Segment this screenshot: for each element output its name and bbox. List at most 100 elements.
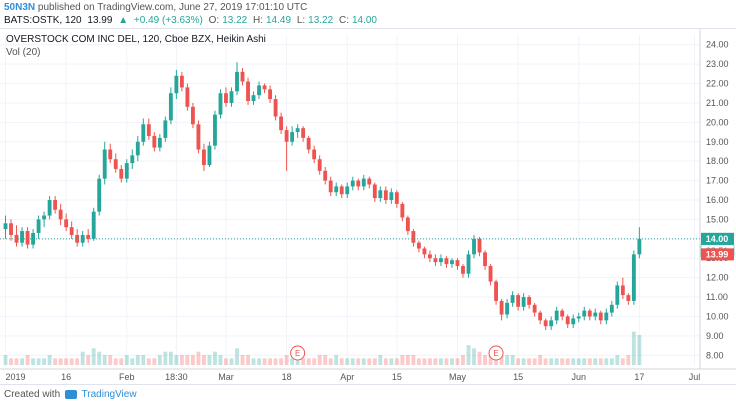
volume-bar	[69, 358, 74, 365]
candle-body	[532, 304, 537, 313]
candle-body	[439, 258, 443, 263]
price-axis[interactable]: 24.00 23.00 22.00 21.00 20.00 19.00 18.00 17.00…	[699, 29, 735, 369]
volume-bar	[323, 355, 328, 365]
high-label: H:	[253, 15, 263, 26]
candle-body	[372, 184, 377, 199]
high-value: 14.49	[266, 15, 292, 26]
candle-body	[207, 145, 212, 166]
volume-bar	[202, 355, 206, 365]
volume-bar	[97, 351, 102, 365]
created-with-text: Created with	[4, 389, 61, 400]
y-tick-label: 11.00	[706, 292, 728, 302]
volume-bar	[58, 358, 63, 365]
close-label: C:	[338, 15, 349, 26]
candle-body	[510, 295, 515, 303]
candle-body	[91, 211, 96, 239]
volume-bar	[439, 358, 443, 365]
candle-body	[251, 95, 256, 101]
current-price-label: 14.00	[706, 234, 729, 244]
candle-body	[262, 85, 267, 90]
candle-body	[494, 281, 498, 301]
time-axis[interactable]: 2019 16 Feb 18:30 Mar 18 Apr 15 May 15 Jun 17 Jul	[0, 368, 736, 382]
candle-body	[229, 91, 234, 103]
volume-bar	[631, 331, 636, 365]
y-tick-label: 19.00	[706, 137, 729, 147]
x-tick-label: 15	[513, 372, 523, 382]
volume-bar	[113, 358, 118, 365]
volume-bar	[91, 348, 96, 365]
symbol-label[interactable]: BATS:OSTK, 120	[4, 15, 82, 26]
price-chart[interactable]: 24.00 23.00 22.00 21.00 20.00 19.00 18.00 17.00…	[0, 29, 736, 385]
volume-bar	[301, 358, 306, 365]
y-tick-label: 24.00	[706, 40, 729, 50]
candle-body	[416, 242, 421, 249]
candle-body	[427, 254, 432, 259]
candle-body	[339, 186, 344, 195]
candle-body	[64, 219, 69, 228]
volume-bar	[516, 358, 521, 365]
candle-body	[433, 258, 438, 263]
volume-bar	[108, 355, 113, 365]
volume-bar	[543, 358, 548, 365]
volume-bar	[257, 358, 261, 365]
x-tick-label: 17	[634, 372, 644, 382]
candle-body	[383, 190, 388, 200]
volume-bar	[174, 355, 179, 365]
volume-bar	[538, 355, 543, 365]
volume-bar	[42, 358, 47, 365]
volume-bar	[620, 358, 625, 365]
volume-bar	[483, 355, 487, 365]
candle-body	[295, 128, 300, 133]
volume-bar	[626, 355, 631, 365]
volume-bar	[246, 355, 250, 365]
tradingview-brand[interactable]: TradingView	[81, 389, 137, 400]
candle-body	[422, 248, 427, 255]
footer: Created with TradingView	[0, 384, 736, 406]
volume-bar	[251, 358, 256, 365]
candle-body	[328, 180, 333, 193]
y-tick-label: 12.00	[706, 273, 729, 283]
y-tick-label: 10.00	[706, 311, 729, 321]
volume-bar	[64, 358, 69, 365]
candle-body	[521, 297, 526, 307]
candle-body	[213, 114, 217, 146]
candle-body	[301, 128, 306, 138]
candle-body	[378, 190, 383, 199]
candle-body	[9, 223, 13, 235]
volume-bar	[582, 358, 587, 365]
volume-bar	[499, 355, 504, 365]
low-label: L:	[296, 15, 306, 26]
volume-bar	[312, 358, 317, 365]
candle-body	[75, 234, 80, 243]
x-tick-label: 2019	[6, 372, 26, 382]
candle-body	[455, 260, 460, 266]
x-tick-label: Apr	[340, 372, 354, 382]
x-tick-label: 18:30	[165, 372, 188, 382]
candle-body	[361, 178, 366, 187]
chart-area[interactable]: 24.00 23.00 22.00 21.00 20.00 19.00 18.00 17.00…	[0, 28, 736, 385]
candle-body	[47, 200, 52, 216]
candle-body	[505, 302, 510, 315]
tradingview-logo-icon	[64, 389, 77, 399]
earnings-marker-label: E	[295, 349, 300, 358]
candle-body	[240, 71, 245, 82]
candle-body	[516, 295, 521, 307]
author-link[interactable]: 50N3N	[4, 2, 36, 13]
volume-bar	[262, 358, 267, 365]
volume-bar	[207, 355, 212, 365]
volume-bar	[554, 358, 559, 365]
prev-close-tag	[701, 248, 734, 261]
volume-bar	[80, 351, 85, 365]
change-value: +0.49 (+3.63%)	[133, 15, 203, 26]
created-with: Created with TradingView	[4, 389, 137, 400]
candle-body	[179, 75, 184, 88]
candle-body	[587, 310, 592, 317]
volume-bar	[25, 355, 30, 365]
candle-body	[279, 116, 284, 131]
ohlc-line: BATS:OSTK, 120 13.99 ▲ +0.49 (+3.63%) O:…	[4, 15, 380, 26]
volume-bar	[179, 355, 184, 365]
volume-bar	[3, 355, 8, 365]
candle-body	[284, 130, 289, 142]
candle-body	[554, 310, 559, 321]
